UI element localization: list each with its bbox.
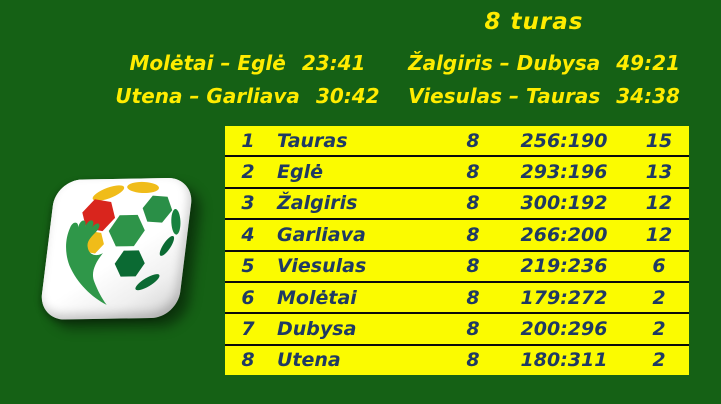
- hand-holding-football-icon: [66, 181, 181, 305]
- table-row: 2 Eglė 8 293:196 13: [225, 155, 689, 186]
- rank-cell: 6: [241, 286, 255, 309]
- match-teams: Molėtai – Eglė: [129, 50, 286, 75]
- games-cell: 8: [466, 317, 480, 340]
- match-teams: Viesulas – Tauras: [408, 83, 601, 108]
- table-row: 3 Žalgiris 8 300:192 12: [225, 186, 689, 218]
- team-cell: Žalgiris: [277, 192, 358, 215]
- team-cell: Tauras: [277, 129, 348, 152]
- rank-cell: 2: [241, 161, 255, 184]
- rank-cell: 5: [241, 255, 255, 278]
- score-cell: 256:190: [520, 129, 608, 152]
- points-cell: 2: [652, 286, 666, 309]
- table-row: 1 Tauras 8 256:190 15: [225, 126, 689, 155]
- league-logo: [38, 177, 195, 320]
- results-column-left: Molėtai – Eglė 23:41 Utena – Garliava 30…: [65, 46, 430, 112]
- games-cell: 8: [466, 129, 480, 152]
- match-result: Žalgiris – Dubysa 49:21: [386, 46, 702, 79]
- games-cell: 8: [466, 349, 480, 372]
- rank-cell: 1: [241, 129, 255, 152]
- score-cell: 219:236: [520, 255, 608, 278]
- table-row: 5 Viesulas 8 219:236 6: [225, 249, 689, 281]
- table-row: 6 Molėtai 8 179:272 2: [225, 280, 689, 312]
- table-row: 7 Dubysa 8 200:296 2: [225, 312, 689, 343]
- match-teams: Utena – Garliava: [115, 83, 300, 108]
- score-cell: 300:192: [520, 192, 608, 215]
- score-cell: 293:196: [520, 161, 608, 184]
- team-cell: Molėtai: [277, 286, 357, 309]
- points-cell: 13: [645, 161, 673, 184]
- games-cell: 8: [466, 255, 480, 278]
- rank-cell: 4: [241, 223, 255, 246]
- rank-cell: 8: [241, 349, 255, 372]
- table-row: 4 Garliava 8 266:200 12: [225, 218, 689, 249]
- score-cell: 179:272: [520, 286, 608, 309]
- rank-cell: 7: [241, 317, 255, 340]
- points-cell: 12: [645, 223, 673, 246]
- table-row: 8 Utena 8 180:311 2: [225, 343, 689, 375]
- score-cell: 180:311: [520, 349, 608, 372]
- match-score: 23:41: [301, 50, 366, 75]
- match-teams: Žalgiris – Dubysa: [408, 50, 601, 75]
- team-cell: Viesulas: [277, 255, 367, 278]
- match-result: Viesulas – Tauras 34:38: [386, 79, 702, 112]
- team-cell: Eglė: [277, 161, 323, 184]
- score-cell: 200:296: [520, 317, 608, 340]
- standings-table: 1 Tauras 8 256:190 15 2 Eglė 8 293:196 1…: [225, 126, 689, 375]
- games-cell: 8: [466, 286, 480, 309]
- rank-cell: 3: [241, 192, 255, 215]
- match-score: 30:42: [315, 83, 380, 108]
- team-cell: Garliava: [277, 223, 366, 246]
- games-cell: 8: [466, 161, 480, 184]
- team-cell: Dubysa: [277, 317, 357, 340]
- games-cell: 8: [466, 223, 480, 246]
- page-title: 8 turas: [484, 9, 584, 35]
- results-column-right: Žalgiris – Dubysa 49:21 Viesulas – Taura…: [386, 46, 702, 112]
- points-cell: 2: [652, 317, 666, 340]
- games-cell: 8: [466, 192, 480, 215]
- match-result: Molėtai – Eglė 23:41: [65, 46, 430, 79]
- match-score: 34:38: [616, 83, 680, 108]
- points-cell: 6: [652, 255, 666, 278]
- points-cell: 12: [645, 192, 673, 215]
- team-cell: Utena: [277, 349, 341, 372]
- points-cell: 15: [645, 129, 673, 152]
- match-score: 49:21: [616, 50, 680, 75]
- score-cell: 266:200: [520, 223, 608, 246]
- points-cell: 2: [652, 349, 666, 372]
- match-result: Utena – Garliava 30:42: [65, 79, 430, 112]
